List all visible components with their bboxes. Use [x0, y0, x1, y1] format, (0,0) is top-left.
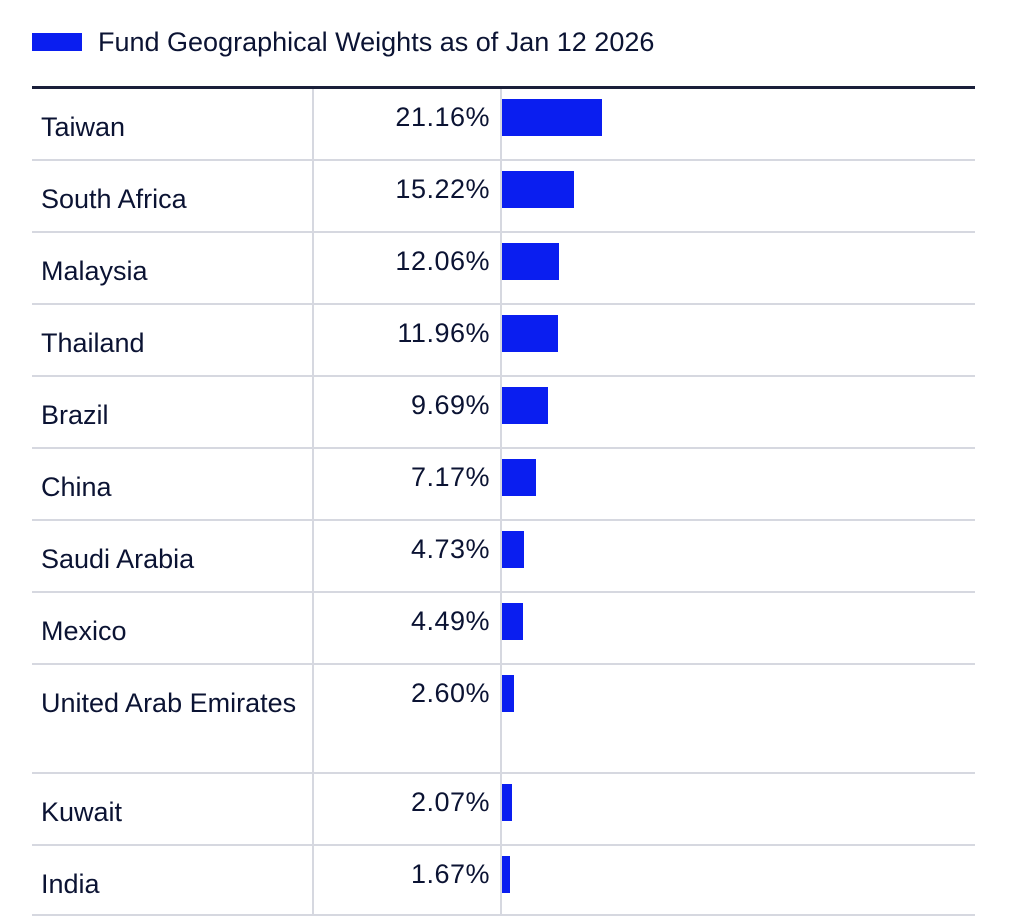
bar	[502, 603, 523, 640]
table-row: South Africa 15.22%	[32, 161, 975, 233]
bar	[502, 315, 558, 352]
weights-table: Taiwan 21.16% South Africa 15.22% Malaysia 12…	[32, 86, 975, 916]
weight-value-label: 15.22%	[314, 161, 502, 231]
weight-value-label: 1.67%	[314, 846, 502, 914]
table-row: China 7.17%	[32, 449, 975, 521]
country-label: Thailand	[32, 305, 314, 375]
table-row: United Arab Emirates 2.60%	[32, 665, 975, 774]
bar-cell	[502, 593, 975, 663]
country-label: South Africa	[32, 161, 314, 231]
bar	[502, 171, 574, 208]
bar	[502, 784, 512, 821]
weight-value-label: 9.69%	[314, 377, 502, 447]
table-row: Kuwait 2.07%	[32, 774, 975, 846]
weight-value-label: 11.96%	[314, 305, 502, 375]
country-label: Taiwan	[32, 89, 314, 159]
bar-cell	[502, 161, 975, 231]
bar-cell	[502, 665, 975, 772]
legend-swatch	[32, 33, 82, 51]
bar	[502, 675, 514, 712]
country-label: India	[32, 846, 314, 914]
country-label: Kuwait	[32, 774, 314, 844]
bar-cell	[502, 449, 975, 519]
bar	[502, 856, 510, 893]
bar	[502, 99, 602, 136]
table-row: Malaysia 12.06%	[32, 233, 975, 305]
table-row: Thailand 11.96%	[32, 305, 975, 377]
bar-cell	[502, 521, 975, 591]
bar	[502, 531, 524, 568]
table-row: Saudi Arabia 4.73%	[32, 521, 975, 593]
table-row: Mexico 4.49%	[32, 593, 975, 665]
country-label: United Arab Emirates	[32, 665, 314, 772]
weight-value-label: 2.60%	[314, 665, 502, 772]
bar-cell	[502, 305, 975, 375]
country-label: China	[32, 449, 314, 519]
table-row: Brazil 9.69%	[32, 377, 975, 449]
country-label: Mexico	[32, 593, 314, 663]
bar-cell	[502, 89, 975, 159]
table-row: Taiwan 21.16%	[32, 89, 975, 161]
weight-value-label: 4.73%	[314, 521, 502, 591]
bar-cell	[502, 233, 975, 303]
weight-value-label: 12.06%	[314, 233, 502, 303]
bar	[502, 387, 548, 424]
country-label: Saudi Arabia	[32, 521, 314, 591]
bar-cell	[502, 846, 975, 914]
weight-value-label: 4.49%	[314, 593, 502, 663]
weight-value-label: 2.07%	[314, 774, 502, 844]
weight-value-label: 7.17%	[314, 449, 502, 519]
country-label: Brazil	[32, 377, 314, 447]
chart-legend: Fund Geographical Weights as of Jan 12 2…	[32, 22, 654, 62]
bar	[502, 243, 559, 280]
bar-cell	[502, 377, 975, 447]
table-row: India 1.67%	[32, 846, 975, 916]
bar	[502, 459, 536, 496]
legend-label: Fund Geographical Weights as of Jan 12 2…	[98, 27, 655, 57]
bar-cell	[502, 774, 975, 844]
weight-value-label: 21.16%	[314, 89, 502, 159]
country-label: Malaysia	[32, 233, 314, 303]
